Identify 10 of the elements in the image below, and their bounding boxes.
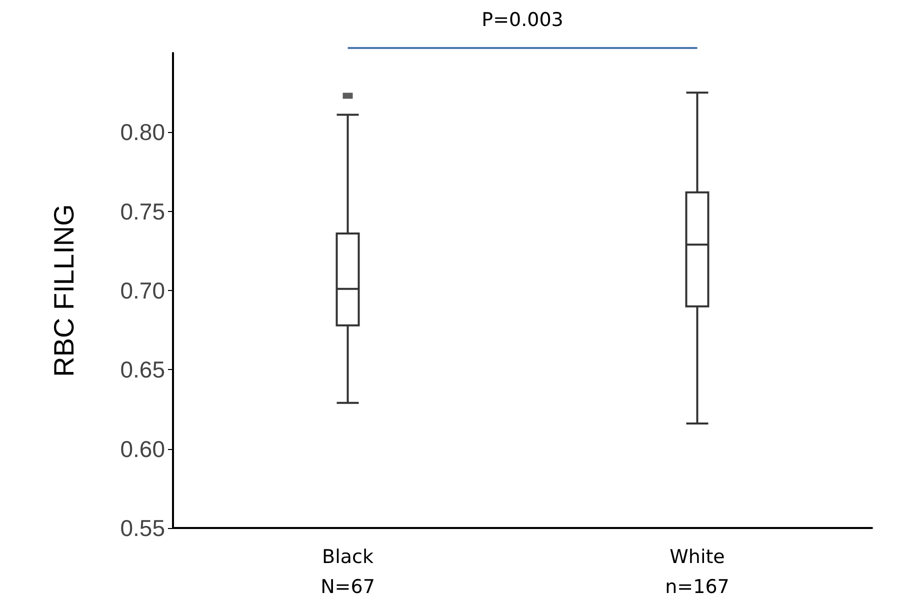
y-tick-label: 0.55 [120, 515, 165, 541]
x-tick-label: Black N=67 [320, 546, 375, 598]
y-tick-label: 0.75 [120, 198, 165, 224]
y-tick-label: 0.80 [120, 119, 165, 146]
x-tick-label: White n=167 [665, 546, 730, 598]
y-tick-label: 0.60 [120, 436, 165, 462]
y-tick-label: 0.65 [120, 356, 165, 383]
y-tick-label: 0.70 [120, 278, 165, 304]
y-axis-title: RBC FILLING [48, 204, 80, 377]
text: P=0.003 [482, 9, 564, 31]
